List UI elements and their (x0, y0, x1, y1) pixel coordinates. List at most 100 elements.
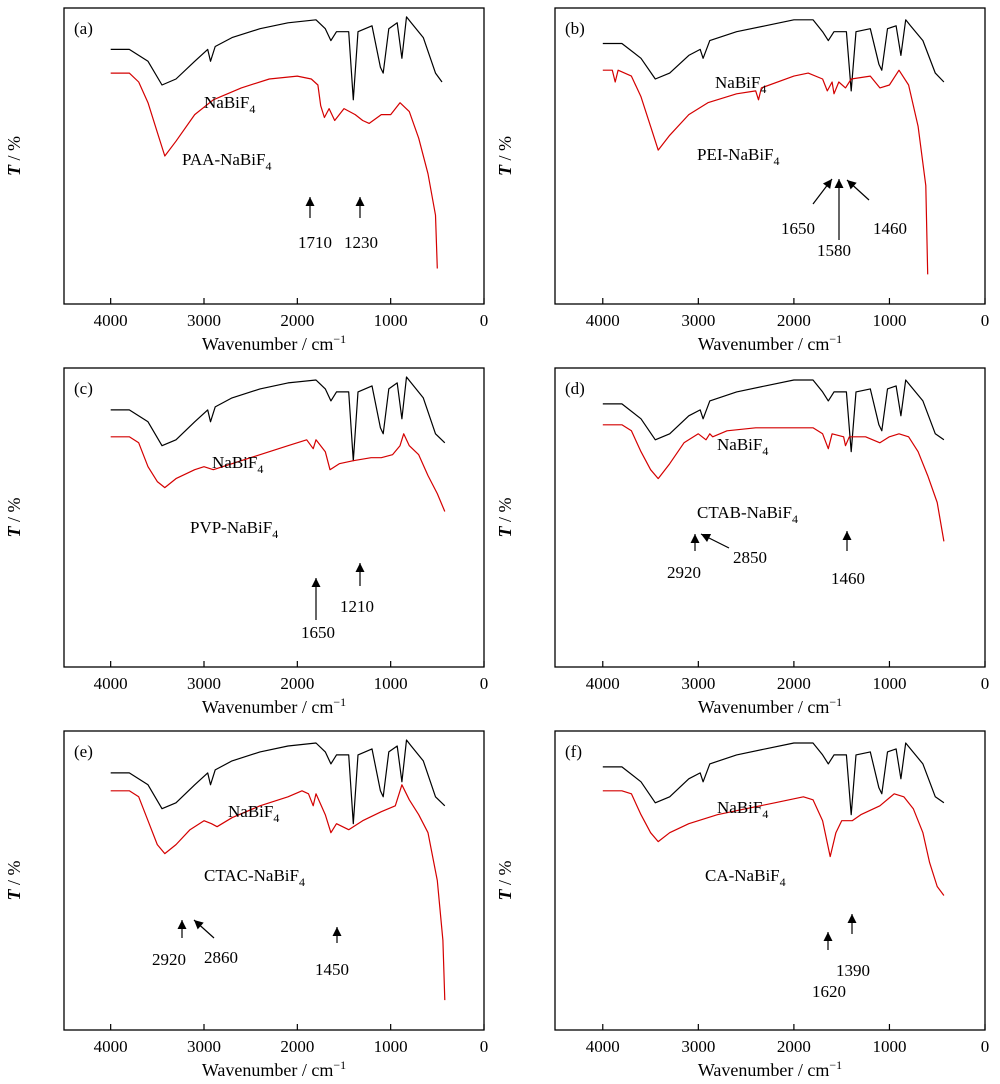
panel-label: (d) (565, 379, 585, 398)
x-tick-label: 3000 (187, 1037, 221, 1056)
series-label-subscript: 4 (780, 875, 786, 889)
modified-series-label: PAA-NaBiF4 (182, 150, 271, 173)
x-tick-label: 2000 (280, 1037, 314, 1056)
series-label-text: CA-NaBiF (705, 866, 780, 885)
x-tick-label: 1000 (872, 311, 906, 330)
series-label-text: NaBiF (715, 73, 760, 92)
peak-annotation: 1650 (781, 219, 815, 238)
x-tick-label: 0 (480, 1037, 489, 1056)
annotation-arrow-head (823, 932, 833, 941)
modified-spectrum-line (602, 424, 945, 542)
y-axis-label-rest: / % (4, 497, 24, 526)
x-axis-label-main: Wavenumber / cm (202, 697, 334, 717)
x-axis-label-sup: −1 (829, 1058, 842, 1072)
series-label-subscript: 4 (272, 527, 278, 541)
chart-panel: 4000 3000 2000 1000 0 Wavenumber / cm−1 T / % (… (495, 367, 990, 717)
x-axis-label: Wavenumber / cm−1 (202, 332, 346, 354)
x-axis-label-sup: −1 (333, 1058, 346, 1072)
series-label-subscript: 4 (760, 82, 766, 96)
y-axis-label-main: T (495, 889, 515, 901)
x-tick-label: 1000 (872, 674, 906, 693)
x-tick-label: 0 (480, 674, 489, 693)
y-axis-label-rest: / % (495, 136, 515, 165)
annotation-arrow-head (834, 179, 844, 188)
x-tick-label: 2000 (280, 674, 314, 693)
x-tick-label: 3000 (187, 311, 221, 330)
series-label-text: NaBiF (717, 798, 762, 817)
x-axis-label-main: Wavenumber / cm (202, 334, 334, 354)
annotation-arrow-head (194, 920, 204, 930)
annotation-arrow-head (305, 197, 315, 206)
modified-series-label: PEI-NaBiF4 (697, 145, 780, 168)
y-axis-label-main: T (495, 164, 515, 176)
reference-series-label: NaBiF4 (212, 453, 263, 476)
series-label-text: PEI-NaBiF (697, 145, 774, 164)
peak-annotation: 2850 (733, 548, 767, 567)
x-tick-label: 0 (981, 1037, 990, 1056)
modified-series-label: CTAC-NaBiF4 (204, 866, 305, 889)
x-tick-label: 2000 (777, 311, 811, 330)
series-label-subscript: 4 (249, 102, 255, 116)
x-tick-label: 4000 (94, 674, 128, 693)
annotation-arrow-head (355, 563, 365, 572)
x-tick-label: 1000 (374, 311, 408, 330)
x-axis-label-main: Wavenumber / cm (698, 1060, 830, 1080)
x-tick-label: 2000 (777, 1037, 811, 1056)
series-label-subscript: 4 (762, 444, 768, 458)
reference-spectrum-line (110, 16, 443, 101)
modified-spectrum-line (602, 790, 945, 896)
series-label-text: NaBiF (204, 93, 249, 112)
peak-annotation: 1460 (873, 219, 907, 238)
annotation-arrow-head (355, 197, 365, 206)
reference-series-label: NaBiF4 (717, 435, 768, 458)
modified-spectrum-line (110, 72, 438, 269)
plot-frame (63, 7, 485, 305)
series-label-text: NaBiF (228, 802, 273, 821)
y-axis-label: T / % (495, 860, 515, 900)
peak-annotation: 2860 (204, 948, 238, 967)
panel-label: (f) (565, 742, 582, 761)
x-tick-label: 4000 (94, 1037, 128, 1056)
peak-annotation: 1650 (301, 623, 335, 642)
reference-spectrum-line (110, 376, 446, 462)
x-tick-label: 2000 (777, 674, 811, 693)
panel-label: (b) (565, 19, 585, 38)
x-axis-label: Wavenumber / cm−1 (202, 695, 346, 717)
y-axis-label: T / % (4, 497, 24, 537)
x-tick-label: 1000 (374, 674, 408, 693)
x-axis-label-sup: −1 (333, 695, 346, 709)
modified-series-label: CTAB-NaBiF4 (697, 503, 798, 526)
peak-annotation: 1450 (315, 960, 349, 979)
x-axis-label: Wavenumber / cm−1 (698, 1058, 842, 1080)
x-tick-label: 1000 (374, 1037, 408, 1056)
peak-annotation: 1620 (812, 982, 846, 1001)
y-axis-label: T / % (495, 136, 515, 176)
series-label-text: PAA-NaBiF (182, 150, 265, 169)
reference-spectrum-line (602, 742, 945, 816)
annotation-arrow-head (822, 179, 832, 189)
annotation-arrow-head (690, 534, 700, 543)
x-tick-label: 4000 (586, 674, 620, 693)
x-axis-label: Wavenumber / cm−1 (202, 1058, 346, 1080)
x-tick-label: 1000 (872, 1037, 906, 1056)
reference-spectrum-line (602, 379, 945, 453)
x-tick-label: 3000 (681, 1037, 715, 1056)
x-tick-label: 0 (981, 674, 990, 693)
series-label-subscript: 4 (762, 807, 768, 821)
panel-label: (e) (74, 742, 93, 761)
modified-spectrum-line (110, 784, 446, 1001)
series-label-text: CTAB-NaBiF (697, 503, 792, 522)
chart-panel: 4000 3000 2000 1000 0 Wavenumber / cm−1 T / % (… (4, 367, 489, 717)
peak-annotation: 1210 (340, 597, 374, 616)
x-tick-label: 3000 (681, 311, 715, 330)
y-axis-label-rest: / % (4, 860, 24, 889)
x-tick-label: 0 (480, 311, 489, 330)
annotation-arrow-head (332, 927, 342, 936)
panel-label: (c) (74, 379, 93, 398)
y-axis-label-rest: / % (495, 497, 515, 526)
chart-panel: 4000 3000 2000 1000 0 Wavenumber / cm−1 T / % (… (495, 7, 989, 354)
peak-annotation: 1230 (344, 233, 378, 252)
reference-series-label: NaBiF4 (715, 73, 766, 96)
peak-annotation: 1580 (817, 241, 851, 260)
